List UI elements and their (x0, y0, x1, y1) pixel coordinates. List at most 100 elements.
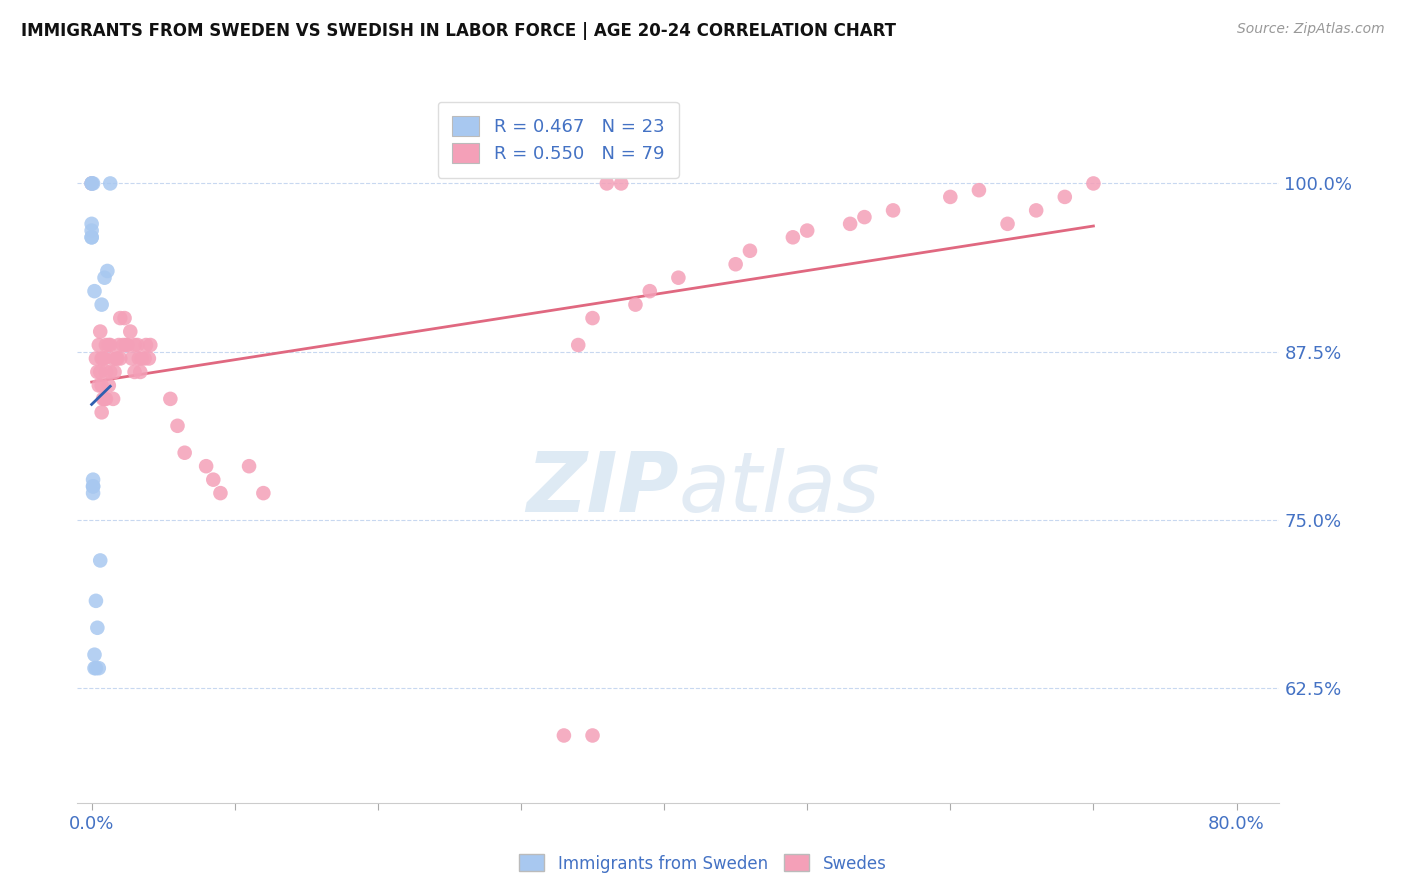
Point (668, 270, 690, 285)
Point (80, 230, 103, 244)
Point (97, 378, 120, 392)
Point (93, 351, 115, 366)
Text: ZIP: ZIP (526, 449, 679, 529)
Point (997, 217, 1019, 231)
Point (124, 338, 146, 352)
Point (80, 230, 103, 244)
Point (114, 311, 136, 326)
Point (87, 338, 110, 352)
Point (91, 392, 114, 406)
Point (610, 177, 633, 191)
Point (1083, 177, 1105, 191)
Point (94, 392, 117, 406)
Point (90, 298, 112, 312)
Point (83, 648, 105, 662)
Point (87, 378, 110, 392)
Point (104, 351, 127, 366)
Point (553, 729, 575, 743)
Point (98, 338, 121, 352)
Point (82, 486, 104, 500)
Point (83, 661, 105, 675)
Point (80, 177, 103, 191)
Point (82, 479, 104, 493)
Point (159, 392, 181, 406)
Point (202, 473, 225, 487)
Point (90, 351, 112, 366)
Point (82, 473, 104, 487)
Point (134, 351, 156, 366)
Point (120, 325, 142, 339)
Point (724, 257, 747, 271)
Point (93, 392, 115, 406)
Point (97, 338, 120, 352)
Point (121, 351, 143, 366)
Point (103, 365, 125, 379)
Point (853, 210, 876, 224)
Point (91, 351, 114, 366)
Point (1025, 203, 1047, 218)
Point (238, 459, 260, 474)
Point (796, 223, 818, 237)
Point (89, 553, 111, 567)
Legend: R = 0.467   N = 23, R = 0.550   N = 79: R = 0.467 N = 23, R = 0.550 N = 79 (437, 102, 679, 178)
Point (839, 217, 862, 231)
Point (117, 338, 139, 352)
Point (939, 190, 962, 204)
Point (110, 351, 132, 366)
Point (195, 459, 218, 474)
Legend: Immigrants from Sweden, Swedes: Immigrants from Sweden, Swedes (513, 847, 893, 880)
Point (80, 223, 103, 237)
Point (83, 284, 105, 298)
Point (782, 230, 804, 244)
Point (101, 351, 124, 366)
Point (86, 621, 108, 635)
Point (173, 446, 195, 460)
Point (107, 351, 129, 366)
Point (166, 418, 188, 433)
Point (967, 183, 990, 197)
Point (94, 365, 117, 379)
Point (1053, 190, 1076, 204)
Point (90, 405, 112, 419)
Text: IMMIGRANTS FROM SWEDEN VS SWEDISH IN LABOR FORCE | AGE 20-24 CORRELATION CHART: IMMIGRANTS FROM SWEDEN VS SWEDISH IN LAB… (21, 22, 896, 40)
Point (128, 351, 150, 366)
Point (80, 217, 103, 231)
Point (115, 338, 138, 352)
Point (581, 311, 603, 326)
Point (131, 351, 153, 366)
Point (624, 298, 647, 312)
Point (80, 177, 103, 191)
Point (596, 177, 619, 191)
Point (94, 338, 117, 352)
Point (84, 594, 107, 608)
Point (86, 365, 108, 379)
Point (98, 365, 121, 379)
Point (82, 479, 104, 493)
Point (581, 729, 603, 743)
Point (87, 661, 110, 675)
Point (84, 351, 107, 366)
Point (139, 338, 162, 352)
Point (138, 351, 160, 366)
Point (93, 270, 115, 285)
Point (84, 661, 107, 675)
Point (124, 365, 146, 379)
Point (738, 244, 761, 258)
Point (101, 392, 124, 406)
Point (96, 264, 118, 278)
Point (110, 311, 132, 326)
Point (135, 338, 157, 352)
Point (252, 486, 274, 500)
Point (209, 486, 232, 500)
Text: Source: ZipAtlas.com: Source: ZipAtlas.com (1237, 22, 1385, 37)
Point (127, 338, 149, 352)
Point (98, 177, 121, 191)
Text: atlas: atlas (679, 449, 880, 529)
Point (882, 203, 904, 218)
Point (80, 177, 103, 191)
Point (108, 338, 131, 352)
Point (90, 378, 112, 392)
Point (638, 284, 661, 298)
Point (567, 338, 589, 352)
Point (129, 365, 152, 379)
